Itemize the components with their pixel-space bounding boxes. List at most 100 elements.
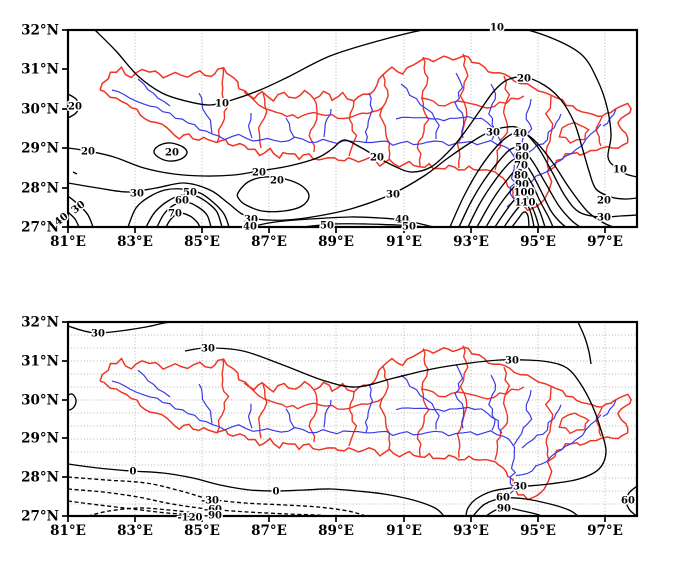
contour-label: 20: [252, 167, 266, 178]
x-tick-label: 95°E: [520, 523, 556, 539]
contour-label: 10: [613, 164, 627, 175]
sub-basin-boundary: [544, 386, 554, 462]
contour-line: [94, 30, 637, 178]
x-tick-label: 87°E: [251, 523, 287, 539]
contour-label: 60: [515, 151, 529, 162]
sub-basin-boundary: [558, 121, 590, 144]
axes-top: 81°E 83°E 85°E 87°E 89°E 91°E 93°E 95°E 97°E 32°N…: [21, 23, 623, 251]
sub-basin-boundary: [494, 75, 511, 171]
contour-line: [184, 347, 607, 516]
sub-basin-boundary: [308, 389, 318, 443]
contour-label: 20: [270, 175, 284, 186]
x-tick-label: 97°E: [587, 234, 623, 250]
contour-label: 50: [402, 221, 416, 232]
river-line: [323, 399, 332, 428]
contour-label: -90: [204, 510, 222, 521]
contour-label: 20: [370, 152, 384, 163]
contours-bottom: [68, 322, 637, 516]
sub-basin-boundary: [348, 100, 358, 157]
panel-top: 81°E 83°E 85°E 87°E 89°E 91°E 93°E 95°E 97°E 32°N…: [21, 21, 639, 251]
sub-basin-boundary: [379, 366, 391, 450]
contour-label: 20: [517, 73, 531, 84]
river-line: [488, 374, 497, 431]
contour-line: [249, 216, 434, 227]
contour-label: 90: [497, 503, 511, 514]
contour-label: 40: [513, 128, 527, 139]
sub-basin-boundary: [544, 95, 554, 172]
y-tick-label: 27°N: [21, 220, 59, 236]
contour-label: 20: [597, 195, 611, 206]
river-line: [285, 117, 295, 138]
river-line: [521, 113, 562, 159]
x-tick-label: 89°E: [318, 523, 354, 539]
contour-label: 60: [175, 195, 189, 206]
contour-line: [503, 201, 535, 227]
contour-line: [68, 322, 172, 334]
contour-label: 40: [395, 214, 409, 225]
river-line: [521, 404, 562, 449]
contour-label: 90: [515, 179, 529, 190]
river-line: [137, 369, 171, 398]
contour-line: [68, 195, 94, 227]
contour-label: 20: [68, 101, 82, 112]
contour-line: [153, 142, 188, 162]
x-tick-label: 93°E: [453, 234, 489, 250]
contour-label: 30: [130, 188, 144, 199]
contour-label: 30: [70, 199, 88, 216]
river-line: [454, 72, 465, 139]
basin-overlay-top: [99, 53, 632, 212]
contour-label: -30: [201, 495, 219, 506]
contour-line: [156, 201, 212, 227]
contour-label: -120: [177, 512, 202, 523]
panel-bottom: 81°E 83°E 85°E 87°E 89°E 91°E 93°E 95°E 97°E 32°N…: [21, 315, 639, 539]
contour-label: 30: [386, 189, 400, 200]
river-line: [395, 116, 503, 144]
x-tick-label: 83°E: [117, 234, 153, 250]
contour-line: [87, 507, 213, 516]
river-line: [247, 403, 253, 429]
contour-label: 60: [496, 492, 510, 503]
sub-basin-boundary: [216, 66, 230, 144]
watershed-boundary: [99, 54, 632, 212]
contour-label: 30: [505, 355, 519, 366]
basin-overlay-bottom: [99, 345, 632, 501]
contour-line: [476, 168, 554, 227]
x-tick-label: 81°E: [50, 523, 86, 539]
river-line: [111, 380, 517, 497]
sub-basin-boundary: [416, 56, 430, 167]
contour-line: [625, 485, 637, 516]
contour-line: [68, 211, 80, 227]
x-tick-label: 87°E: [251, 234, 287, 250]
contour-label: 20: [165, 147, 179, 158]
x-tick-label: 91°E: [386, 523, 422, 539]
sub-basin-boundary: [494, 367, 511, 461]
contour-label: 50: [183, 187, 197, 198]
x-tick-label: 85°E: [184, 234, 220, 250]
sub-basin-boundary: [216, 358, 230, 434]
contour-label: 70: [168, 208, 182, 219]
contour-label: 50: [515, 142, 529, 153]
contour-line: [449, 131, 614, 227]
contour-label: 60: [621, 495, 635, 506]
y-tick-label: 31°N: [21, 354, 59, 370]
x-tick-label: 95°E: [520, 234, 556, 250]
contour-label: 40: [243, 221, 257, 232]
contour-label: 100: [514, 187, 535, 198]
contour-line: [72, 171, 78, 175]
contour-line: [68, 125, 637, 221]
contour-label: 30: [91, 328, 105, 339]
sub-basin-boundary: [595, 407, 603, 437]
contour-line: [485, 180, 546, 227]
contour-line: [68, 500, 237, 516]
y-tick-label: 29°N: [21, 431, 59, 447]
panel-frame: [66, 320, 639, 518]
contour-label: 30: [486, 127, 500, 138]
river-line: [247, 112, 253, 139]
x-tick-label: 93°E: [453, 523, 489, 539]
sub-basin-boundary: [257, 383, 268, 439]
contour-line: [467, 157, 567, 227]
contour-label: 30: [201, 343, 215, 354]
contour-label: 30: [513, 481, 527, 492]
